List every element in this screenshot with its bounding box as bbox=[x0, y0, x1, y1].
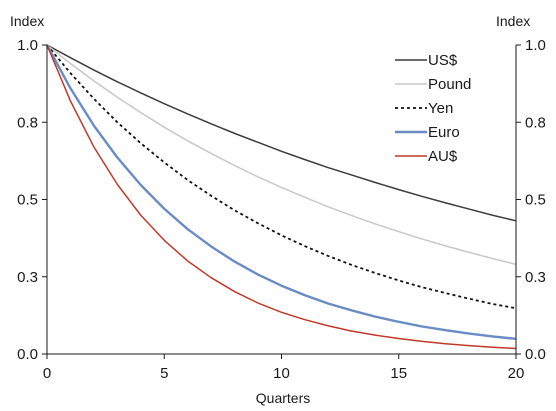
legend-item-1: Pound bbox=[395, 76, 471, 93]
y-tick-label-left: 0.3 bbox=[17, 269, 38, 286]
x-tick-label: 5 bbox=[160, 365, 168, 382]
y-tick-label-right: 0.0 bbox=[525, 346, 546, 363]
y-tick-label-left: 1.0 bbox=[17, 37, 38, 54]
y-tick-label-right: 0.3 bbox=[525, 269, 546, 286]
legend-item-3: Euro bbox=[395, 124, 460, 141]
series-line-2 bbox=[46, 44, 517, 310]
legend-label: Euro bbox=[428, 124, 460, 141]
legend-label: Yen bbox=[428, 100, 453, 117]
y-tick-label-right: 0.8 bbox=[525, 114, 546, 131]
series-line-0 bbox=[46, 44, 517, 222]
y-tick-label-left: 0.8 bbox=[17, 114, 38, 131]
legend-item-4: AU$ bbox=[395, 148, 458, 165]
ticks-layer: 0 5 10 15 200.0 0.00.3 0.30.5 0.50.8 0.81.0 1.0 bbox=[17, 37, 546, 382]
legend-item-2: Yen bbox=[395, 100, 453, 117]
x-axis-label: Quarters bbox=[256, 390, 310, 406]
y-axis-label-right: Index bbox=[496, 13, 530, 29]
y-axis-label-left: Index bbox=[10, 13, 44, 29]
x-tick-label: 15 bbox=[390, 365, 407, 382]
y-tick-label-right: 1.0 bbox=[525, 37, 546, 54]
legend: US$ Pound Yen Euro AU$ bbox=[395, 52, 471, 165]
series-line-1 bbox=[46, 44, 517, 266]
series-line-4 bbox=[46, 44, 517, 350]
x-tick-label: 0 bbox=[43, 365, 51, 382]
x-tick-label: 10 bbox=[273, 365, 290, 382]
x-tick-label: 20 bbox=[508, 365, 525, 382]
legend-label: Pound bbox=[428, 76, 471, 93]
y-tick-label-left: 0.5 bbox=[17, 192, 38, 209]
series-line-3 bbox=[45, 44, 517, 341]
y-tick-label-left: 0.0 bbox=[17, 346, 38, 363]
legend-item-0: US$ bbox=[395, 52, 458, 69]
legend-label: AU$ bbox=[428, 148, 458, 165]
series-layer bbox=[45, 44, 517, 350]
legend-label: US$ bbox=[428, 52, 458, 69]
y-tick-label-right: 0.5 bbox=[525, 192, 546, 209]
